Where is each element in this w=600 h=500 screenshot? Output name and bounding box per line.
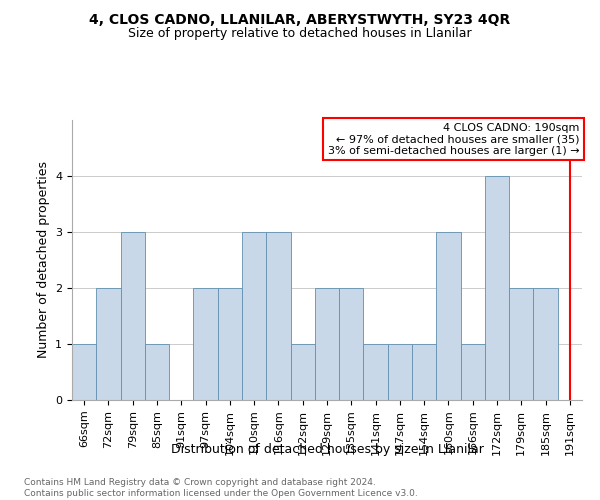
Text: 4 CLOS CADNO: 190sqm
← 97% of detached houses are smaller (35)
3% of semi-detach: 4 CLOS CADNO: 190sqm ← 97% of detached h…: [328, 123, 580, 156]
Y-axis label: Number of detached properties: Number of detached properties: [37, 162, 50, 358]
Bar: [121, 232, 145, 400]
Bar: [412, 344, 436, 400]
Text: Contains HM Land Registry data © Crown copyright and database right 2024.
Contai: Contains HM Land Registry data © Crown c…: [24, 478, 418, 498]
Text: 4, CLOS CADNO, LLANILAR, ABERYSTWYTH, SY23 4QR: 4, CLOS CADNO, LLANILAR, ABERYSTWYTH, SY…: [89, 12, 511, 26]
Bar: [290, 344, 315, 400]
Bar: [266, 232, 290, 400]
Bar: [533, 288, 558, 400]
Bar: [218, 288, 242, 400]
Bar: [96, 288, 121, 400]
Bar: [461, 344, 485, 400]
Bar: [436, 232, 461, 400]
Bar: [485, 176, 509, 400]
Bar: [509, 288, 533, 400]
Bar: [72, 344, 96, 400]
Text: Distribution of detached houses by size in Llanilar: Distribution of detached houses by size …: [170, 442, 484, 456]
Bar: [339, 288, 364, 400]
Bar: [388, 344, 412, 400]
Bar: [242, 232, 266, 400]
Bar: [364, 344, 388, 400]
Bar: [145, 344, 169, 400]
Bar: [193, 288, 218, 400]
Bar: [315, 288, 339, 400]
Text: Size of property relative to detached houses in Llanilar: Size of property relative to detached ho…: [128, 28, 472, 40]
